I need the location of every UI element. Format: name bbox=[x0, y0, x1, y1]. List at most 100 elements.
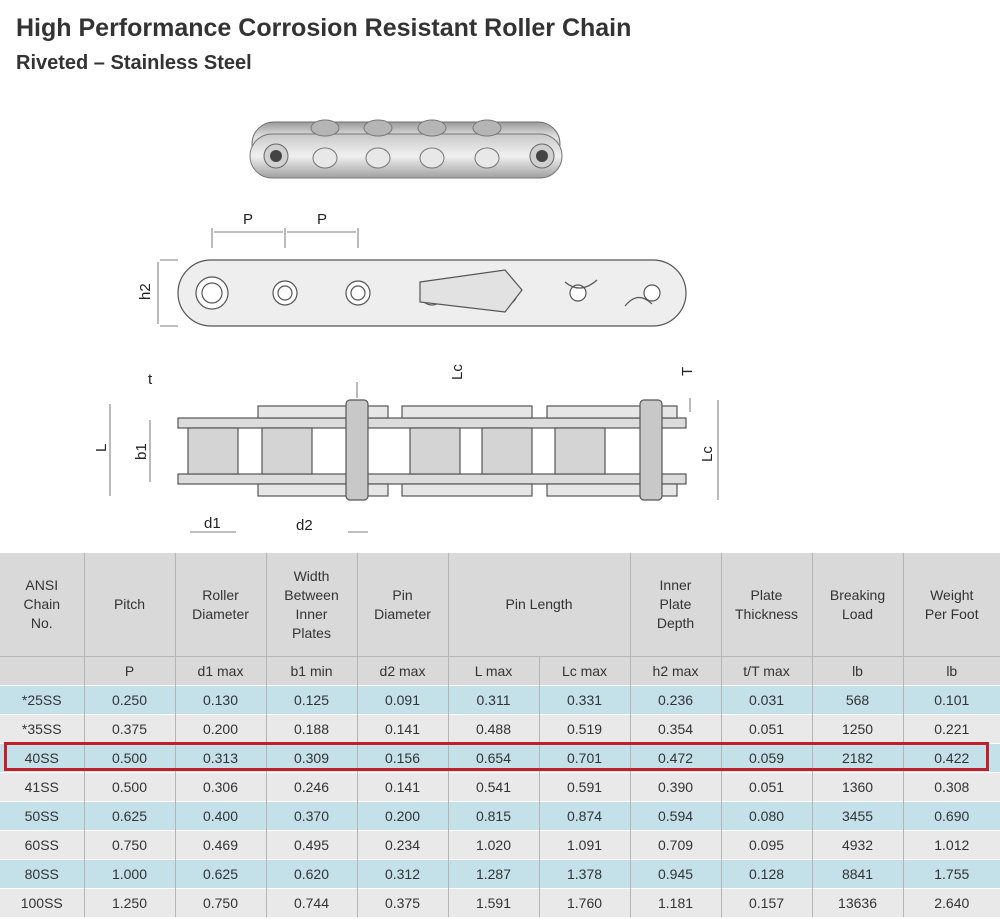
table-cell: 0.059 bbox=[721, 743, 813, 773]
table-cell: 0.690 bbox=[903, 801, 1000, 831]
table-cell: 0.709 bbox=[630, 830, 722, 860]
unit-cell: L max bbox=[448, 656, 540, 686]
table-cell: 0.309 bbox=[266, 743, 358, 773]
dim-label-h2: h2 bbox=[137, 283, 154, 300]
table-cell: 0.331 bbox=[539, 685, 631, 715]
dim-label-p2: P bbox=[317, 211, 327, 228]
table-row: 41SS 0.500 0.306 0.246 0.141 0.541 0.591 0.390 0… bbox=[0, 772, 1000, 802]
table-cell: 0.091 bbox=[357, 685, 449, 715]
header-plate-thickness: Plate Thickness bbox=[721, 553, 813, 657]
header-inner-plate-depth: Inner Plate Depth bbox=[630, 553, 722, 657]
table-cell: 0.306 bbox=[175, 772, 267, 802]
table-cell: 0.400 bbox=[175, 801, 267, 831]
header-roller-diameter: Roller Diameter bbox=[175, 553, 267, 657]
header-pitch: Pitch bbox=[84, 553, 176, 657]
unit-cell: d1 max bbox=[175, 656, 267, 686]
chain-number-cell: *35SS bbox=[0, 714, 85, 744]
table-cell: 0.200 bbox=[357, 801, 449, 831]
chain-number-cell: 41SS bbox=[0, 772, 85, 802]
table-cell: 0.188 bbox=[266, 714, 358, 744]
table-cell: 0.141 bbox=[357, 714, 449, 744]
table-cell: 0.370 bbox=[266, 801, 358, 831]
table-cell: 1.091 bbox=[539, 830, 631, 860]
table-cell: 0.125 bbox=[266, 685, 358, 715]
table-cell: 0.157 bbox=[721, 888, 813, 917]
chain-number-cell: 40SS bbox=[0, 743, 85, 773]
header-weight-per-foot: Weight Per Foot bbox=[903, 553, 1000, 657]
unit-cell: h2 max bbox=[630, 656, 722, 686]
unit-cell: P bbox=[84, 656, 176, 686]
table-cell: 0.654 bbox=[448, 743, 540, 773]
table-cell: 0.815 bbox=[448, 801, 540, 831]
table-cell: 1.760 bbox=[539, 888, 631, 917]
table-cell: 0.472 bbox=[630, 743, 722, 773]
table-cell: 0.234 bbox=[357, 830, 449, 860]
table-cell: 0.422 bbox=[903, 743, 1000, 773]
header-ansi-chain-no: ANSI Chain No. bbox=[0, 553, 85, 657]
table-cell: 0.250 bbox=[84, 685, 176, 715]
table-cell: 0.701 bbox=[539, 743, 631, 773]
unit-cell: lb bbox=[812, 656, 904, 686]
table-header-row: ANSI Chain No. Pitch Roller Diameter Width … bbox=[0, 553, 1000, 657]
chain-drawing: P P h2 t T Lc Lc L b1 d1 d2 bbox=[93, 119, 719, 534]
table-cell: 1.181 bbox=[630, 888, 722, 917]
table-row: *35SS 0.375 0.200 0.188 0.141 0.488 0.519 0.354… bbox=[0, 714, 1000, 744]
dim-label-lc-top: Lc bbox=[449, 364, 466, 380]
header-pin-diameter: Pin Diameter bbox=[357, 553, 449, 657]
table-cell: 8841 bbox=[812, 859, 904, 889]
chain-top-view bbox=[109, 382, 719, 533]
table-cell: 0.591 bbox=[539, 772, 631, 802]
table-cell: 0.488 bbox=[448, 714, 540, 744]
table-cell: 0.051 bbox=[721, 714, 813, 744]
table-row: 80SS 1.000 0.625 0.620 0.312 1.287 1.378 0.945 0… bbox=[0, 859, 1000, 889]
chain-number-cell: 50SS bbox=[0, 801, 85, 831]
table-cell: 1250 bbox=[812, 714, 904, 744]
dim-label-T: T bbox=[679, 367, 696, 376]
table-cell: 2182 bbox=[812, 743, 904, 773]
unit-cell: b1 min bbox=[266, 656, 358, 686]
table-cell: 0.313 bbox=[175, 743, 267, 773]
dim-label-L: L bbox=[93, 444, 110, 452]
table-cell: 0.500 bbox=[84, 772, 176, 802]
dim-label-t: t bbox=[148, 371, 153, 388]
table-cell: 0.750 bbox=[84, 830, 176, 860]
table-cell: 0.744 bbox=[266, 888, 358, 917]
table-cell: 0.375 bbox=[357, 888, 449, 917]
table-row: *25SS 0.250 0.130 0.125 0.091 0.311 0.331 0.236… bbox=[0, 685, 1000, 715]
table-cell: 0.080 bbox=[721, 801, 813, 831]
table-cell: 3455 bbox=[812, 801, 904, 831]
table-cell: 0.945 bbox=[630, 859, 722, 889]
table-cell: 0.308 bbox=[903, 772, 1000, 802]
table-cell: 1.000 bbox=[84, 859, 176, 889]
dim-label-lc-side: Lc bbox=[699, 446, 716, 462]
table-cell: 0.469 bbox=[175, 830, 267, 860]
chain-number-cell: 60SS bbox=[0, 830, 85, 860]
table-row: 100SS 1.250 0.750 0.744 0.375 1.591 1.760 1.181… bbox=[0, 888, 1000, 917]
header-width-between-inner-plates: Width Between Inner Plates bbox=[266, 553, 358, 657]
table-cell: 0.750 bbox=[175, 888, 267, 917]
table-cell: 1.755 bbox=[903, 859, 1000, 889]
table-cell: 0.236 bbox=[630, 685, 722, 715]
table-cell: 1.250 bbox=[84, 888, 176, 917]
table-cell: 0.130 bbox=[175, 685, 267, 715]
table-cell: 0.519 bbox=[539, 714, 631, 744]
table-cell: 0.594 bbox=[630, 801, 722, 831]
unit-cell: t/T max bbox=[721, 656, 813, 686]
table-cell: 0.141 bbox=[357, 772, 449, 802]
table-cell: 0.625 bbox=[175, 859, 267, 889]
table-cell: 0.051 bbox=[721, 772, 813, 802]
table-cell: 0.246 bbox=[266, 772, 358, 802]
table-cell: 1.591 bbox=[448, 888, 540, 917]
table-cell: 0.312 bbox=[357, 859, 449, 889]
header-pin-length: Pin Length bbox=[448, 553, 631, 657]
table-row: 60SS 0.750 0.469 0.495 0.234 1.020 1.091 0.709 0… bbox=[0, 830, 1000, 860]
table-cell: 0.541 bbox=[448, 772, 540, 802]
table-cell: 0.221 bbox=[903, 714, 1000, 744]
dim-label-d1: d1 bbox=[204, 515, 221, 532]
dim-label-b1: b1 bbox=[133, 443, 150, 460]
table-cell: 0.095 bbox=[721, 830, 813, 860]
unit-cell: d2 max bbox=[357, 656, 449, 686]
table-cell: 2.640 bbox=[903, 888, 1000, 917]
table-cell: 0.375 bbox=[84, 714, 176, 744]
dim-label-d2: d2 bbox=[296, 517, 313, 534]
